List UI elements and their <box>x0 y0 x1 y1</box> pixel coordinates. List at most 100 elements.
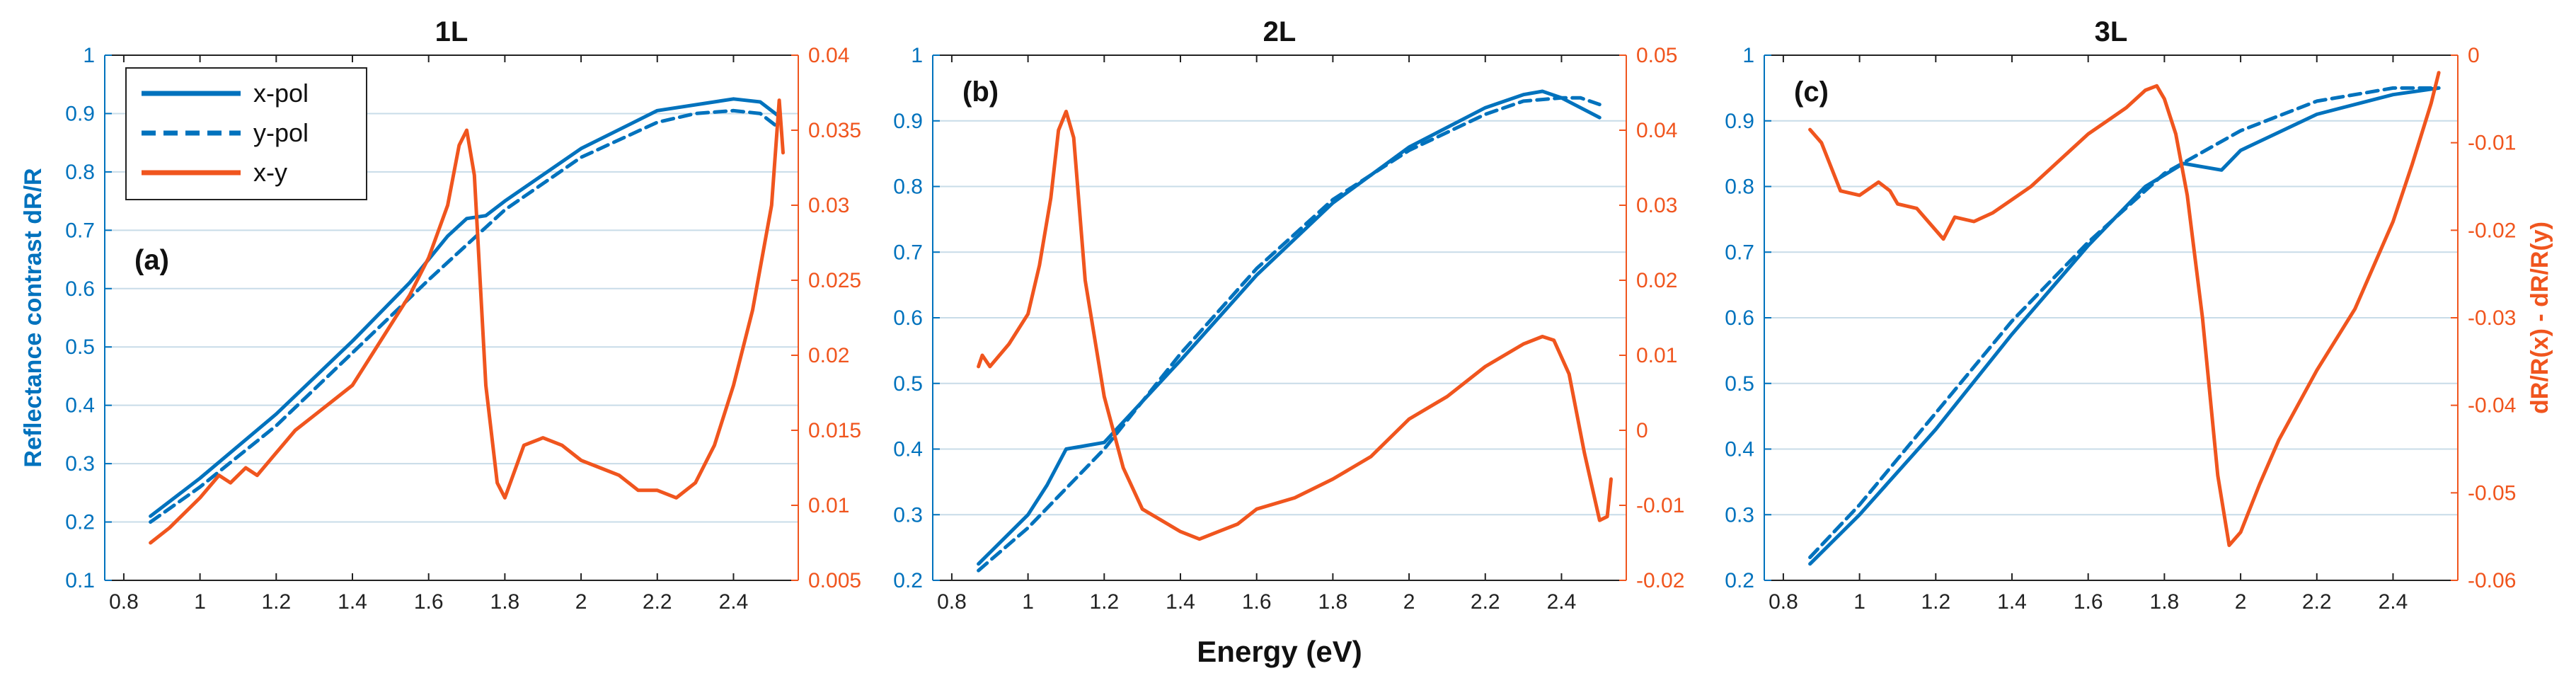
y-right-tick-label: -0.02 <box>2468 219 2516 242</box>
x-tick-label: 2.2 <box>2302 590 2332 614</box>
chart-title: 1L <box>435 16 468 47</box>
x-tick-label: 2.4 <box>2379 590 2408 614</box>
panel-label: (c) <box>1794 76 1829 108</box>
y-left-tick-label: 0.3 <box>893 503 923 527</box>
y-right-tick-label: -0.04 <box>2468 394 2516 418</box>
y-left-tick-label: 1 <box>911 44 923 67</box>
x-tick-label: 1.6 <box>414 590 444 614</box>
y-left-tick-label: 0.5 <box>893 372 923 396</box>
y-left-tick-label: 0.2 <box>65 511 95 534</box>
panel-label: (b) <box>962 76 999 108</box>
panel-label: (a) <box>134 245 169 276</box>
x-tick-label: 1.8 <box>2150 590 2180 614</box>
y-right-tick-label: 0.04 <box>808 44 849 67</box>
x-tick-label: 1.4 <box>1166 590 1195 614</box>
series-line-y-pol <box>1808 86 2441 559</box>
chart-title: 2L <box>1263 16 1296 47</box>
x-tick-label: 1.2 <box>261 590 291 614</box>
y-right-tick-label: 0.01 <box>808 494 849 517</box>
series-line-x-y <box>977 110 1613 541</box>
legend-label: x-pol <box>253 79 309 108</box>
series-line-x-y <box>149 98 785 545</box>
legend-label: y-pol <box>253 118 309 147</box>
y-left-tick-label: 1 <box>83 44 95 67</box>
x-tick-label: 2.2 <box>1471 590 1500 614</box>
x-tick-label: 1.4 <box>1997 590 2027 614</box>
x-tick-label: 1.4 <box>338 590 367 614</box>
y-right-tick-label: -0.03 <box>2468 306 2516 330</box>
y-right-tick-label: 0.02 <box>1636 269 1677 292</box>
y-left-tick-label: 0.2 <box>893 569 923 592</box>
y-right-tick-label: 0.01 <box>1636 344 1677 367</box>
y-left-tick-label: 0.2 <box>1725 569 1754 592</box>
series-line-y-pol <box>149 108 781 524</box>
x-tick-label: 1.6 <box>2074 590 2103 614</box>
y-right-tick-label: -0.02 <box>1636 569 1684 592</box>
y-left-tick-label: 1 <box>1742 44 1754 67</box>
y-left-tick-label: 0.7 <box>893 241 923 264</box>
y-left-tick-label: 0.8 <box>1725 176 1754 199</box>
y-right-tick-label: 0 <box>1636 419 1648 442</box>
y-right-tick-label: -0.05 <box>2468 481 2516 505</box>
y-left-tick-label: 0.9 <box>893 110 923 133</box>
legend: x-pol y-pol x-y <box>125 67 367 200</box>
y-right-tick-label: 0.015 <box>808 419 861 442</box>
y-left-tick-label: 0.5 <box>65 335 95 359</box>
y-right-tick-label: -0.01 <box>1636 494 1684 517</box>
y-right-tick-label: 0.04 <box>1636 119 1677 142</box>
y-right-tick-label: 0.05 <box>1636 44 1677 67</box>
x-tick-label: 1.8 <box>1318 590 1348 614</box>
y-left-tick-label: 0.5 <box>1725 372 1754 396</box>
x-tick-label: 1 <box>1022 590 1034 614</box>
chart-panel-1L: 0.8 1 1.2 1.4 1.6 1.8 2 2.2 2.4 0.1 0.2 0.3 0.4 0.5 0.… <box>20 16 861 614</box>
y-left-tick-label: 0.6 <box>1725 306 1754 330</box>
y-right-tick-label: 0.025 <box>808 269 861 292</box>
chart-panel-2L: 0.8 1 1.2 1.4 1.6 1.8 2 2.2 2.4 0.2 0.3 0.4 0.5 0.6 0.… <box>893 16 1684 668</box>
y-left-tick-label: 0.3 <box>1725 503 1754 527</box>
y-left-tick-label: 0.1 <box>65 569 95 592</box>
y-right-tick-label: 0.02 <box>808 344 849 367</box>
y-right-tick-label: 0 <box>2468 44 2480 67</box>
y-left-tick-label: 0.8 <box>65 161 95 184</box>
x-tick-label: 0.8 <box>937 590 967 614</box>
y-left-tick-label: 0.6 <box>65 277 95 301</box>
chart-title: 3L <box>2095 16 2128 47</box>
y-right-tick-label: -0.01 <box>2468 132 2516 155</box>
series-line-x-y <box>1808 71 2441 547</box>
y-right-tick-label: 0.005 <box>808 569 861 592</box>
y-right-tick-label: 0.03 <box>808 194 849 217</box>
series-line-x-pol <box>1808 86 2441 566</box>
y-left-tick-label: 0.6 <box>893 306 923 330</box>
x-tick-label: 1.8 <box>490 590 520 614</box>
x-tick-label: 1 <box>194 590 206 614</box>
y-left-tick-label: 0.4 <box>1725 438 1754 461</box>
series-line-y-pol <box>977 96 1602 573</box>
y-left-tick-label: 0.3 <box>65 452 95 476</box>
x-tick-label: 1.6 <box>1242 590 1272 614</box>
y-left-tick-label: 0.9 <box>65 102 95 125</box>
y-left-tick-label: 0.9 <box>1725 110 1754 133</box>
y-left-tick-label: 0.4 <box>893 438 923 461</box>
y-right-tick-label: 0.03 <box>1636 194 1677 217</box>
y-right-tick-label: 0.035 <box>808 119 861 142</box>
x-tick-label: 2 <box>575 590 587 614</box>
legend-box <box>125 67 367 200</box>
y-left-tick-label: 0.7 <box>1725 241 1754 264</box>
x-tick-label: 1.2 <box>1089 590 1119 614</box>
chart-panel-3L: 0.8 1 1.2 1.4 1.6 1.8 2 2.2 2.4 0.2 0.3 0.4 0.5 0.6 0.… <box>1725 16 2553 614</box>
x-tick-label: 1 <box>1853 590 1865 614</box>
y-left-tick-label: 0.4 <box>65 394 95 418</box>
x-tick-label: 2.4 <box>719 590 749 614</box>
x-axis-label: Energy (eV) <box>1197 635 1362 668</box>
y-axis-label-left: Reflectance contrast dR/R <box>20 168 47 467</box>
x-tick-label: 0.8 <box>109 590 139 614</box>
x-tick-label: 2.2 <box>643 590 672 614</box>
y-right-tick-label: -0.06 <box>2468 569 2516 592</box>
y-axis-label-right: dR/R(x) - dR/R(y) <box>2526 222 2553 414</box>
y-left-tick-label: 0.8 <box>893 176 923 199</box>
x-tick-label: 2 <box>1403 590 1415 614</box>
x-tick-label: 2 <box>2235 590 2247 614</box>
x-tick-label: 1.2 <box>1921 590 1950 614</box>
series-line-x-pol <box>977 89 1602 566</box>
